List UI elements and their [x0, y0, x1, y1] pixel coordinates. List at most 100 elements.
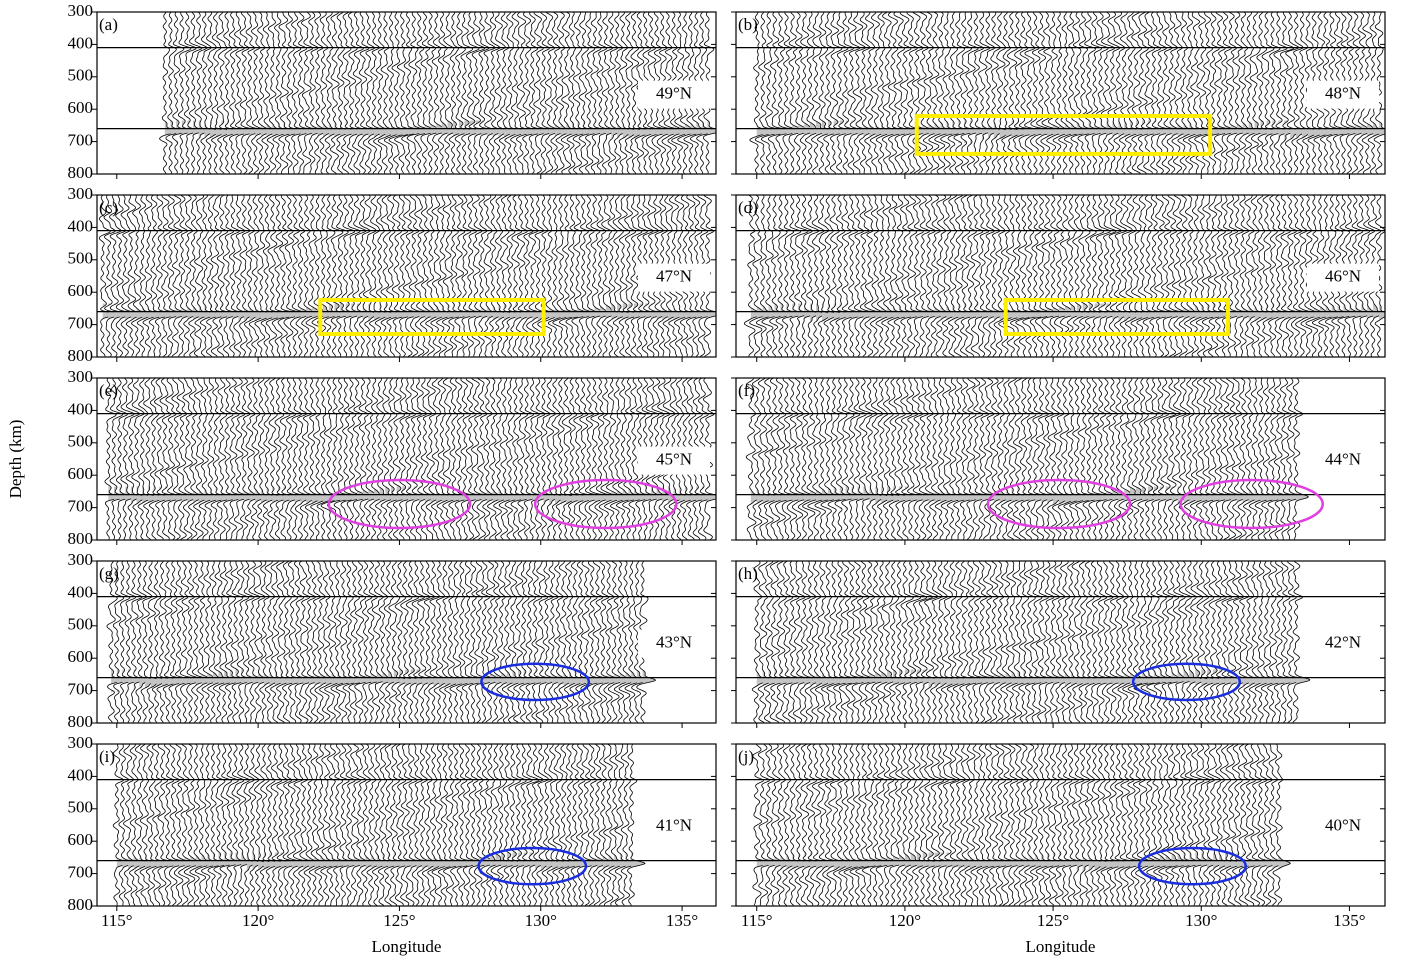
trace	[394, 561, 411, 723]
trace	[1143, 378, 1161, 540]
trace-fill	[1266, 120, 1278, 144]
trace	[601, 195, 617, 357]
trace	[608, 744, 627, 906]
trace	[488, 12, 505, 174]
trace-fill	[810, 120, 822, 144]
trace	[863, 195, 885, 357]
trace	[154, 195, 175, 357]
trace	[1042, 378, 1061, 540]
trace	[841, 195, 862, 357]
trace	[186, 561, 206, 723]
trace	[1165, 744, 1186, 906]
trace	[278, 12, 298, 174]
trace	[995, 378, 1012, 540]
trace	[224, 561, 244, 723]
trace	[761, 195, 783, 357]
trace	[1208, 561, 1227, 723]
trace	[1213, 12, 1235, 174]
trace	[811, 12, 828, 174]
trace	[1232, 744, 1252, 906]
trace	[604, 378, 627, 540]
trace	[629, 12, 647, 174]
trace	[1135, 744, 1159, 906]
trace	[1108, 378, 1127, 540]
trace	[1189, 744, 1209, 906]
trace	[357, 12, 377, 174]
trace	[948, 744, 966, 906]
trace	[226, 744, 242, 906]
panel	[736, 744, 1385, 906]
trace	[1053, 744, 1073, 906]
trace	[1035, 561, 1056, 723]
y-tick-label: 800	[68, 529, 94, 548]
trace-fill	[374, 486, 385, 510]
trace	[929, 378, 948, 540]
trace	[142, 195, 163, 357]
trace	[1182, 12, 1204, 174]
trace-fill	[987, 120, 999, 144]
trace	[358, 195, 374, 357]
trace	[362, 561, 380, 723]
trace	[1113, 378, 1131, 540]
trace	[888, 744, 908, 906]
trace	[239, 12, 259, 174]
trace	[922, 12, 942, 174]
trace	[596, 12, 614, 174]
trace	[1285, 195, 1306, 357]
trace	[834, 378, 854, 540]
trace	[760, 12, 788, 174]
trace	[173, 744, 194, 906]
trace-fill	[543, 486, 554, 510]
trace	[523, 378, 540, 540]
latitude-label: 44°N	[1325, 450, 1361, 469]
trace	[1243, 378, 1262, 540]
trace	[799, 561, 818, 723]
trace	[210, 195, 230, 357]
trace	[1273, 12, 1292, 174]
trace	[159, 378, 180, 540]
trace	[793, 12, 813, 174]
trace	[1214, 195, 1234, 357]
trace	[380, 378, 397, 540]
y-tick-label: 700	[68, 497, 94, 516]
trace	[1133, 561, 1158, 723]
trace	[324, 12, 341, 174]
trace	[200, 12, 215, 174]
trace	[299, 378, 320, 540]
trace	[428, 561, 447, 723]
trace	[1029, 561, 1051, 723]
trace-fill	[756, 669, 769, 693]
trace	[972, 12, 989, 174]
trace	[1161, 12, 1180, 174]
trace	[292, 744, 312, 906]
trace	[490, 744, 507, 906]
trace	[256, 12, 274, 174]
trace	[586, 561, 608, 723]
trace	[471, 378, 490, 540]
trace	[1194, 12, 1218, 174]
trace	[906, 12, 926, 174]
trace	[765, 744, 782, 906]
trace-fill	[133, 852, 145, 876]
trace	[905, 195, 927, 357]
trace	[177, 12, 194, 174]
trace	[303, 744, 322, 906]
x-tick-label: 120°	[889, 911, 921, 930]
trace-fill	[1260, 303, 1273, 327]
trace	[767, 12, 794, 174]
x-tick-label: 115°	[741, 911, 773, 930]
trace-fill	[1225, 852, 1237, 876]
trace	[239, 378, 257, 540]
trace	[935, 195, 953, 357]
trace	[622, 378, 644, 540]
panel	[97, 195, 716, 357]
trace	[347, 195, 364, 357]
trace	[928, 12, 948, 174]
trace-fill	[139, 669, 150, 693]
trace-group	[98, 195, 716, 357]
trace	[959, 378, 980, 540]
trace	[1066, 195, 1082, 357]
latitude-label: 43°N	[656, 633, 692, 652]
trace-fill	[928, 669, 940, 693]
trace	[594, 378, 616, 540]
